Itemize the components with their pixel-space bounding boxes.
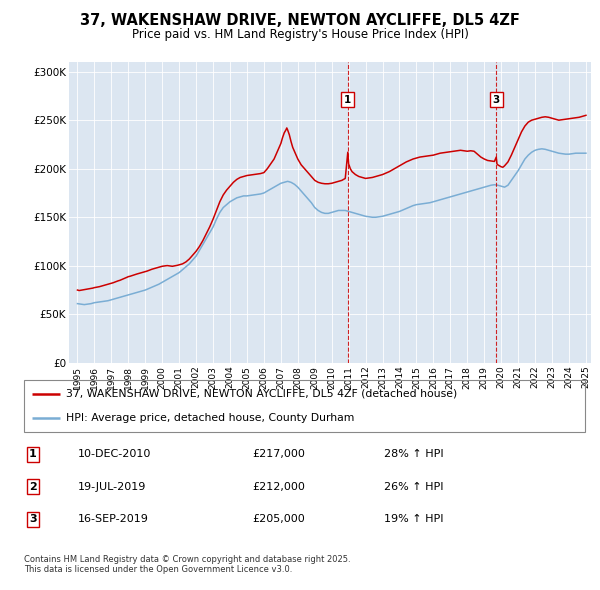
Text: HPI: Average price, detached house, County Durham: HPI: Average price, detached house, Coun…	[66, 413, 355, 423]
Text: 2: 2	[29, 482, 37, 491]
Text: Contains HM Land Registry data © Crown copyright and database right 2025.
This d: Contains HM Land Registry data © Crown c…	[24, 555, 350, 574]
Text: 10-DEC-2010: 10-DEC-2010	[78, 450, 151, 459]
Text: 28% ↑ HPI: 28% ↑ HPI	[384, 450, 443, 459]
Text: 26% ↑ HPI: 26% ↑ HPI	[384, 482, 443, 491]
Text: £217,000: £217,000	[252, 450, 305, 459]
Text: 37, WAKENSHAW DRIVE, NEWTON AYCLIFFE, DL5 4ZF: 37, WAKENSHAW DRIVE, NEWTON AYCLIFFE, DL…	[80, 13, 520, 28]
Text: 3: 3	[29, 514, 37, 524]
Text: 1: 1	[29, 450, 37, 459]
Text: £205,000: £205,000	[252, 514, 305, 524]
Text: 3: 3	[493, 94, 500, 104]
Text: 19% ↑ HPI: 19% ↑ HPI	[384, 514, 443, 524]
Text: £212,000: £212,000	[252, 482, 305, 491]
Text: 1: 1	[344, 94, 352, 104]
Text: 16-SEP-2019: 16-SEP-2019	[78, 514, 149, 524]
Text: Price paid vs. HM Land Registry's House Price Index (HPI): Price paid vs. HM Land Registry's House …	[131, 28, 469, 41]
Text: 37, WAKENSHAW DRIVE, NEWTON AYCLIFFE, DL5 4ZF (detached house): 37, WAKENSHAW DRIVE, NEWTON AYCLIFFE, DL…	[66, 389, 457, 399]
Text: 19-JUL-2019: 19-JUL-2019	[78, 482, 146, 491]
